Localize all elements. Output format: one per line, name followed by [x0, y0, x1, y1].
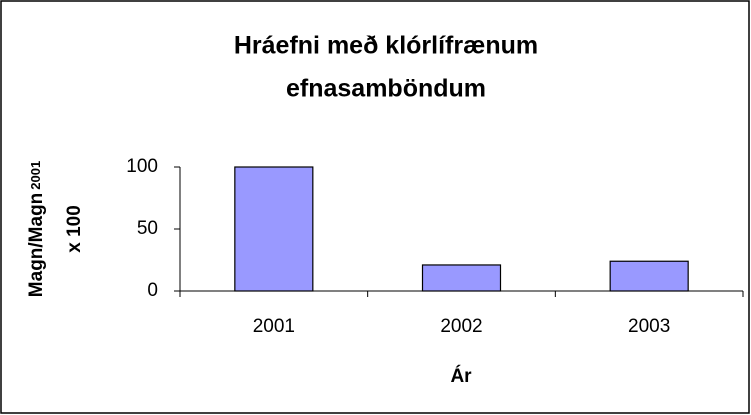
y-axis-label-line: x 100 [64, 205, 85, 253]
x-tick-label: 2001 [253, 316, 295, 337]
chart-title: Hráefni með klórlífrænum [234, 32, 538, 60]
y-tick-label: 100 [126, 156, 158, 177]
bar [421, 264, 502, 292]
x-tick-label: 2002 [440, 316, 482, 337]
y-axis-label-main: Magn/Magn [26, 193, 47, 298]
bar [609, 260, 689, 292]
y-tick-label: 50 [137, 218, 158, 239]
y-tick-label: 0 [147, 280, 158, 301]
x-axis-label: Ár [450, 365, 472, 387]
bar [234, 166, 314, 292]
y-axis-label-line: Magn/Magn 2001 [26, 161, 47, 297]
x-tick-label: 2003 [628, 316, 670, 337]
y-axis-label: Magn/Magn 2001 x 100 [26, 161, 85, 297]
chart-title: efnasamböndum [286, 75, 486, 103]
y-axis-label-sub: 2001 [28, 161, 43, 190]
